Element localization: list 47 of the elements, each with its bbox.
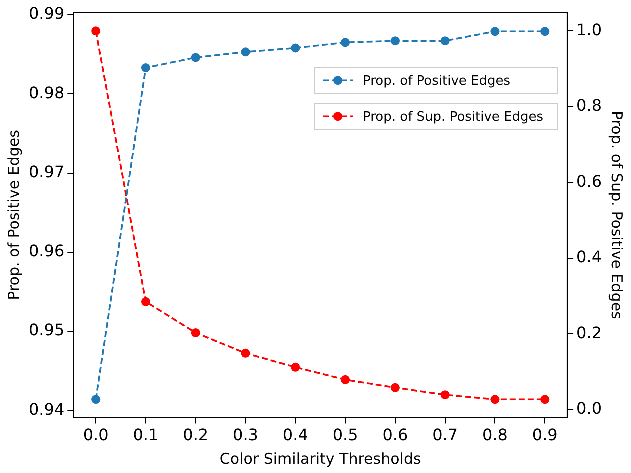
- y-tick-label: 0.97: [29, 162, 65, 182]
- point: [390, 36, 400, 46]
- point: [92, 26, 101, 36]
- point: [490, 27, 500, 36]
- point: [341, 375, 350, 384]
- point: [191, 53, 200, 62]
- point: [440, 36, 450, 46]
- y-tick-label: 0.98: [29, 83, 65, 102]
- x-tick-label: 0.5: [332, 426, 358, 445]
- point: [390, 383, 400, 392]
- point: [191, 328, 200, 338]
- x-tick-label: 0.7: [432, 426, 458, 445]
- x-tick-label: 0.4: [282, 426, 308, 445]
- x-tick-label: 0.3: [233, 426, 258, 445]
- point: [141, 64, 150, 72]
- y2-tick-label: 0.4: [576, 248, 602, 267]
- point: [141, 297, 150, 306]
- y2-tick-label: 0.8: [576, 96, 602, 116]
- point: [540, 395, 550, 404]
- y2-axis-title: Prop. of Sup. Positive Edges: [608, 111, 626, 320]
- y-tick-label: 0.95: [29, 320, 65, 340]
- point: [92, 395, 101, 404]
- x-tick-label: 0.8: [482, 426, 508, 445]
- y2-tick-label: 0.0: [576, 399, 602, 418]
- legend-label: Prop. of Positive Edges: [363, 74, 511, 89]
- y2-tick-label: 0.2: [576, 323, 602, 342]
- point: [291, 44, 300, 53]
- point: [241, 48, 250, 57]
- x-tick-label: 0.2: [183, 426, 209, 445]
- y-tick-label: 0.96: [29, 242, 65, 261]
- y-tick-label: 0.94: [29, 400, 65, 419]
- x-tick-label: 0.9: [532, 426, 558, 445]
- y2-tick-label: 1.0: [576, 20, 602, 40]
- point: [291, 362, 300, 372]
- point: [241, 348, 250, 358]
- point: [440, 390, 450, 400]
- point: [490, 395, 500, 404]
- y2-tick-label: 0.6: [576, 172, 602, 191]
- y-axis-title: Prop. of Positive Edges: [4, 130, 23, 300]
- x-tick-label: 0.6: [382, 426, 408, 445]
- point: [341, 38, 350, 48]
- x-axis-title: Color Similarity Thresholds: [220, 450, 422, 468]
- x-tick-label: 0.0: [83, 426, 109, 445]
- x-tick-label: 0.1: [133, 426, 159, 445]
- point: [540, 27, 550, 36]
- legend-label: Prop. of Sup. Positive Edges: [363, 110, 544, 125]
- y-tick-label: 0.99: [29, 4, 65, 24]
